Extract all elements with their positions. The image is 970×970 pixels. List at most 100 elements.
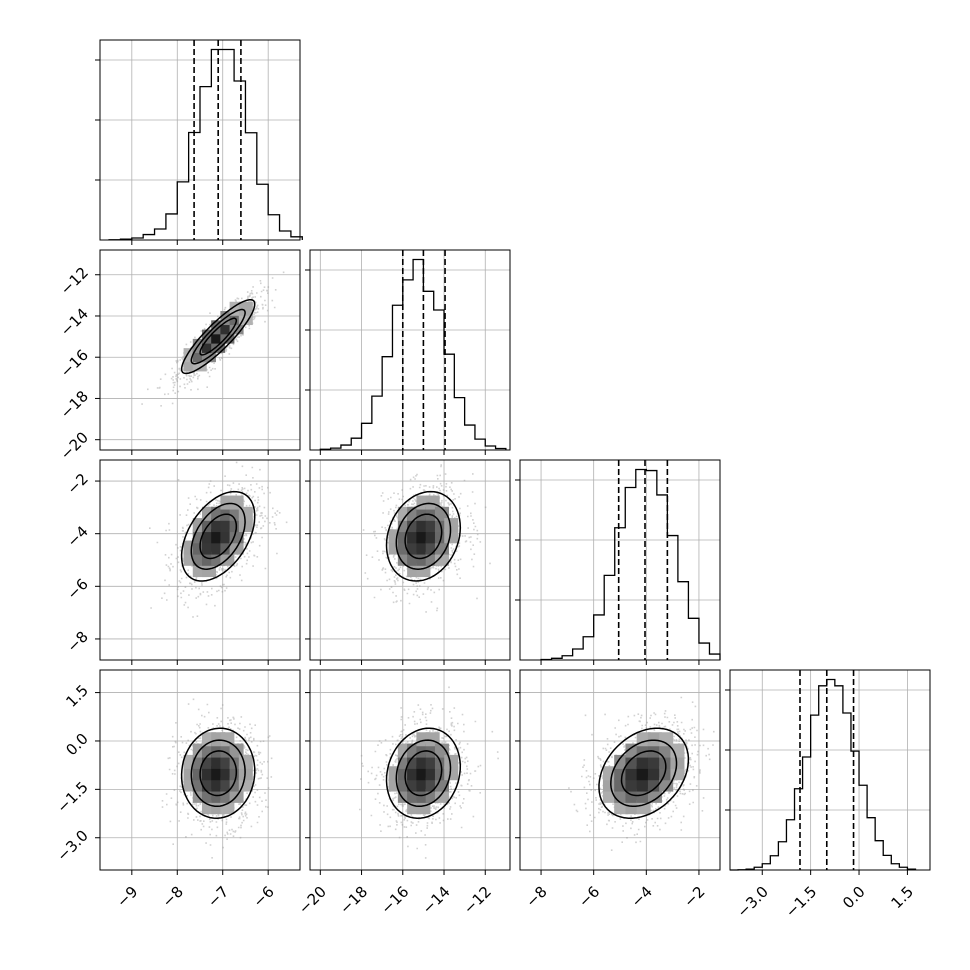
density-layer — [359, 686, 499, 859]
density-cell — [670, 754, 685, 769]
contour-line — [395, 502, 452, 570]
scatter-panel-3-0: −9 −8 −7 −6 −3.0 −1.5 0.0 1.5 — [53, 669, 301, 911]
axes-frame — [519, 459, 721, 661]
density-cell — [659, 743, 674, 758]
axes-frame — [99, 39, 301, 241]
contour-line — [404, 750, 443, 797]
contour-line — [199, 513, 238, 560]
contour-line — [199, 750, 238, 797]
x-tick-label: −3.0 — [733, 883, 771, 921]
density-cell — [625, 788, 640, 803]
x-tick-label: −2 — [680, 883, 708, 911]
gridlines — [131, 40, 269, 240]
axes-frame — [309, 459, 511, 661]
scatter-panel-2-0: −8 −6 −4 −2 — [64, 459, 301, 665]
density-cell — [444, 518, 459, 533]
y-tick-label: −14 — [57, 305, 92, 340]
density-cell — [625, 777, 640, 792]
y-tick-label: −8 — [64, 628, 92, 656]
y-tick-label: 0.0 — [62, 730, 92, 760]
y-tick-label: −6 — [64, 575, 92, 603]
x-tick-label: −1.5 — [782, 883, 820, 921]
density-cell — [647, 766, 662, 781]
density-layer — [161, 698, 273, 859]
contour-line — [190, 308, 246, 365]
histogram-panel-1 — [305, 249, 511, 455]
contour-line — [199, 317, 238, 356]
scatter-points — [161, 698, 273, 859]
histogram-steps — [730, 678, 917, 871]
y-tick-label: −16 — [57, 346, 92, 381]
axes-frame — [99, 249, 301, 451]
contour-line — [598, 727, 690, 819]
gridlines — [540, 460, 700, 660]
density-cell — [444, 529, 459, 544]
density-cell — [416, 800, 431, 815]
density-cell — [444, 766, 459, 781]
density-cell — [636, 754, 651, 769]
density-cell — [434, 743, 449, 758]
contour-line — [620, 750, 667, 797]
density-cell — [425, 495, 440, 510]
density-cell — [636, 777, 651, 792]
histogram-panel-3: −3.0 −1.5 0.0 1.5 — [725, 669, 931, 921]
y-tick-label: −18 — [57, 387, 92, 422]
contour-line — [385, 727, 462, 819]
scatter-panel-1-0: −20 −18 −16 −14 −12 — [57, 249, 301, 463]
density-cell — [614, 754, 629, 769]
contour-line — [180, 490, 256, 582]
y-tick-label: −20 — [57, 428, 92, 463]
x-tick-label: −8 — [159, 883, 187, 911]
density-cell — [416, 563, 431, 578]
y-tick-label: −1.5 — [53, 778, 91, 816]
x-tick-label: −12 — [460, 883, 495, 918]
density-cell — [647, 743, 662, 758]
density-cell — [659, 732, 674, 747]
x-tick-label: −18 — [336, 883, 371, 918]
contour-line — [610, 739, 678, 808]
density-cell — [659, 777, 674, 792]
x-tick-label: 0.0 — [839, 883, 869, 913]
x-tick-label: −14 — [419, 883, 454, 918]
density-cell — [647, 788, 662, 803]
density-layer — [149, 461, 288, 618]
x-tick-label: −16 — [377, 883, 412, 918]
x-tick-label: −9 — [113, 883, 141, 911]
x-tick-label: −20 — [295, 883, 330, 918]
histogram-steps — [540, 468, 721, 661]
x-tick-label: −8 — [522, 883, 550, 911]
density-cell — [647, 777, 662, 792]
y-tick-label: −4 — [64, 522, 92, 550]
density-cell — [201, 563, 216, 578]
y-tick-label: 1.5 — [62, 681, 92, 711]
x-tick-label: −6 — [575, 883, 603, 911]
density-cell — [434, 506, 449, 521]
density-layer — [362, 464, 491, 613]
contour-line — [190, 502, 246, 570]
density-cell — [238, 301, 253, 316]
axes-frame — [99, 669, 301, 871]
x-tick-label: −7 — [204, 883, 232, 911]
contour-line — [180, 727, 256, 819]
density-cell — [229, 495, 244, 510]
scatter-panel-3-2: −8 −6 −4 −2 — [515, 669, 721, 911]
density-layer — [568, 696, 715, 851]
density-cell — [614, 777, 629, 792]
density-cell — [444, 754, 459, 769]
contour-line — [404, 513, 443, 560]
axes-frame — [729, 669, 931, 871]
y-tick-label: −3.0 — [53, 826, 91, 864]
histogram-panel-0 — [95, 39, 303, 245]
density-cell — [625, 754, 640, 769]
density-cell — [614, 800, 629, 815]
scatter-panel-3-1: −20 −18 −16 −14 −12 — [295, 669, 511, 918]
axes-frame — [99, 459, 301, 661]
density-cell — [220, 800, 235, 815]
x-tick-label: −4 — [628, 883, 656, 911]
axes-frame — [519, 669, 721, 871]
contour-line — [395, 739, 452, 808]
density-cell — [238, 518, 253, 533]
contour-line — [190, 739, 246, 808]
density-cell — [647, 754, 662, 769]
